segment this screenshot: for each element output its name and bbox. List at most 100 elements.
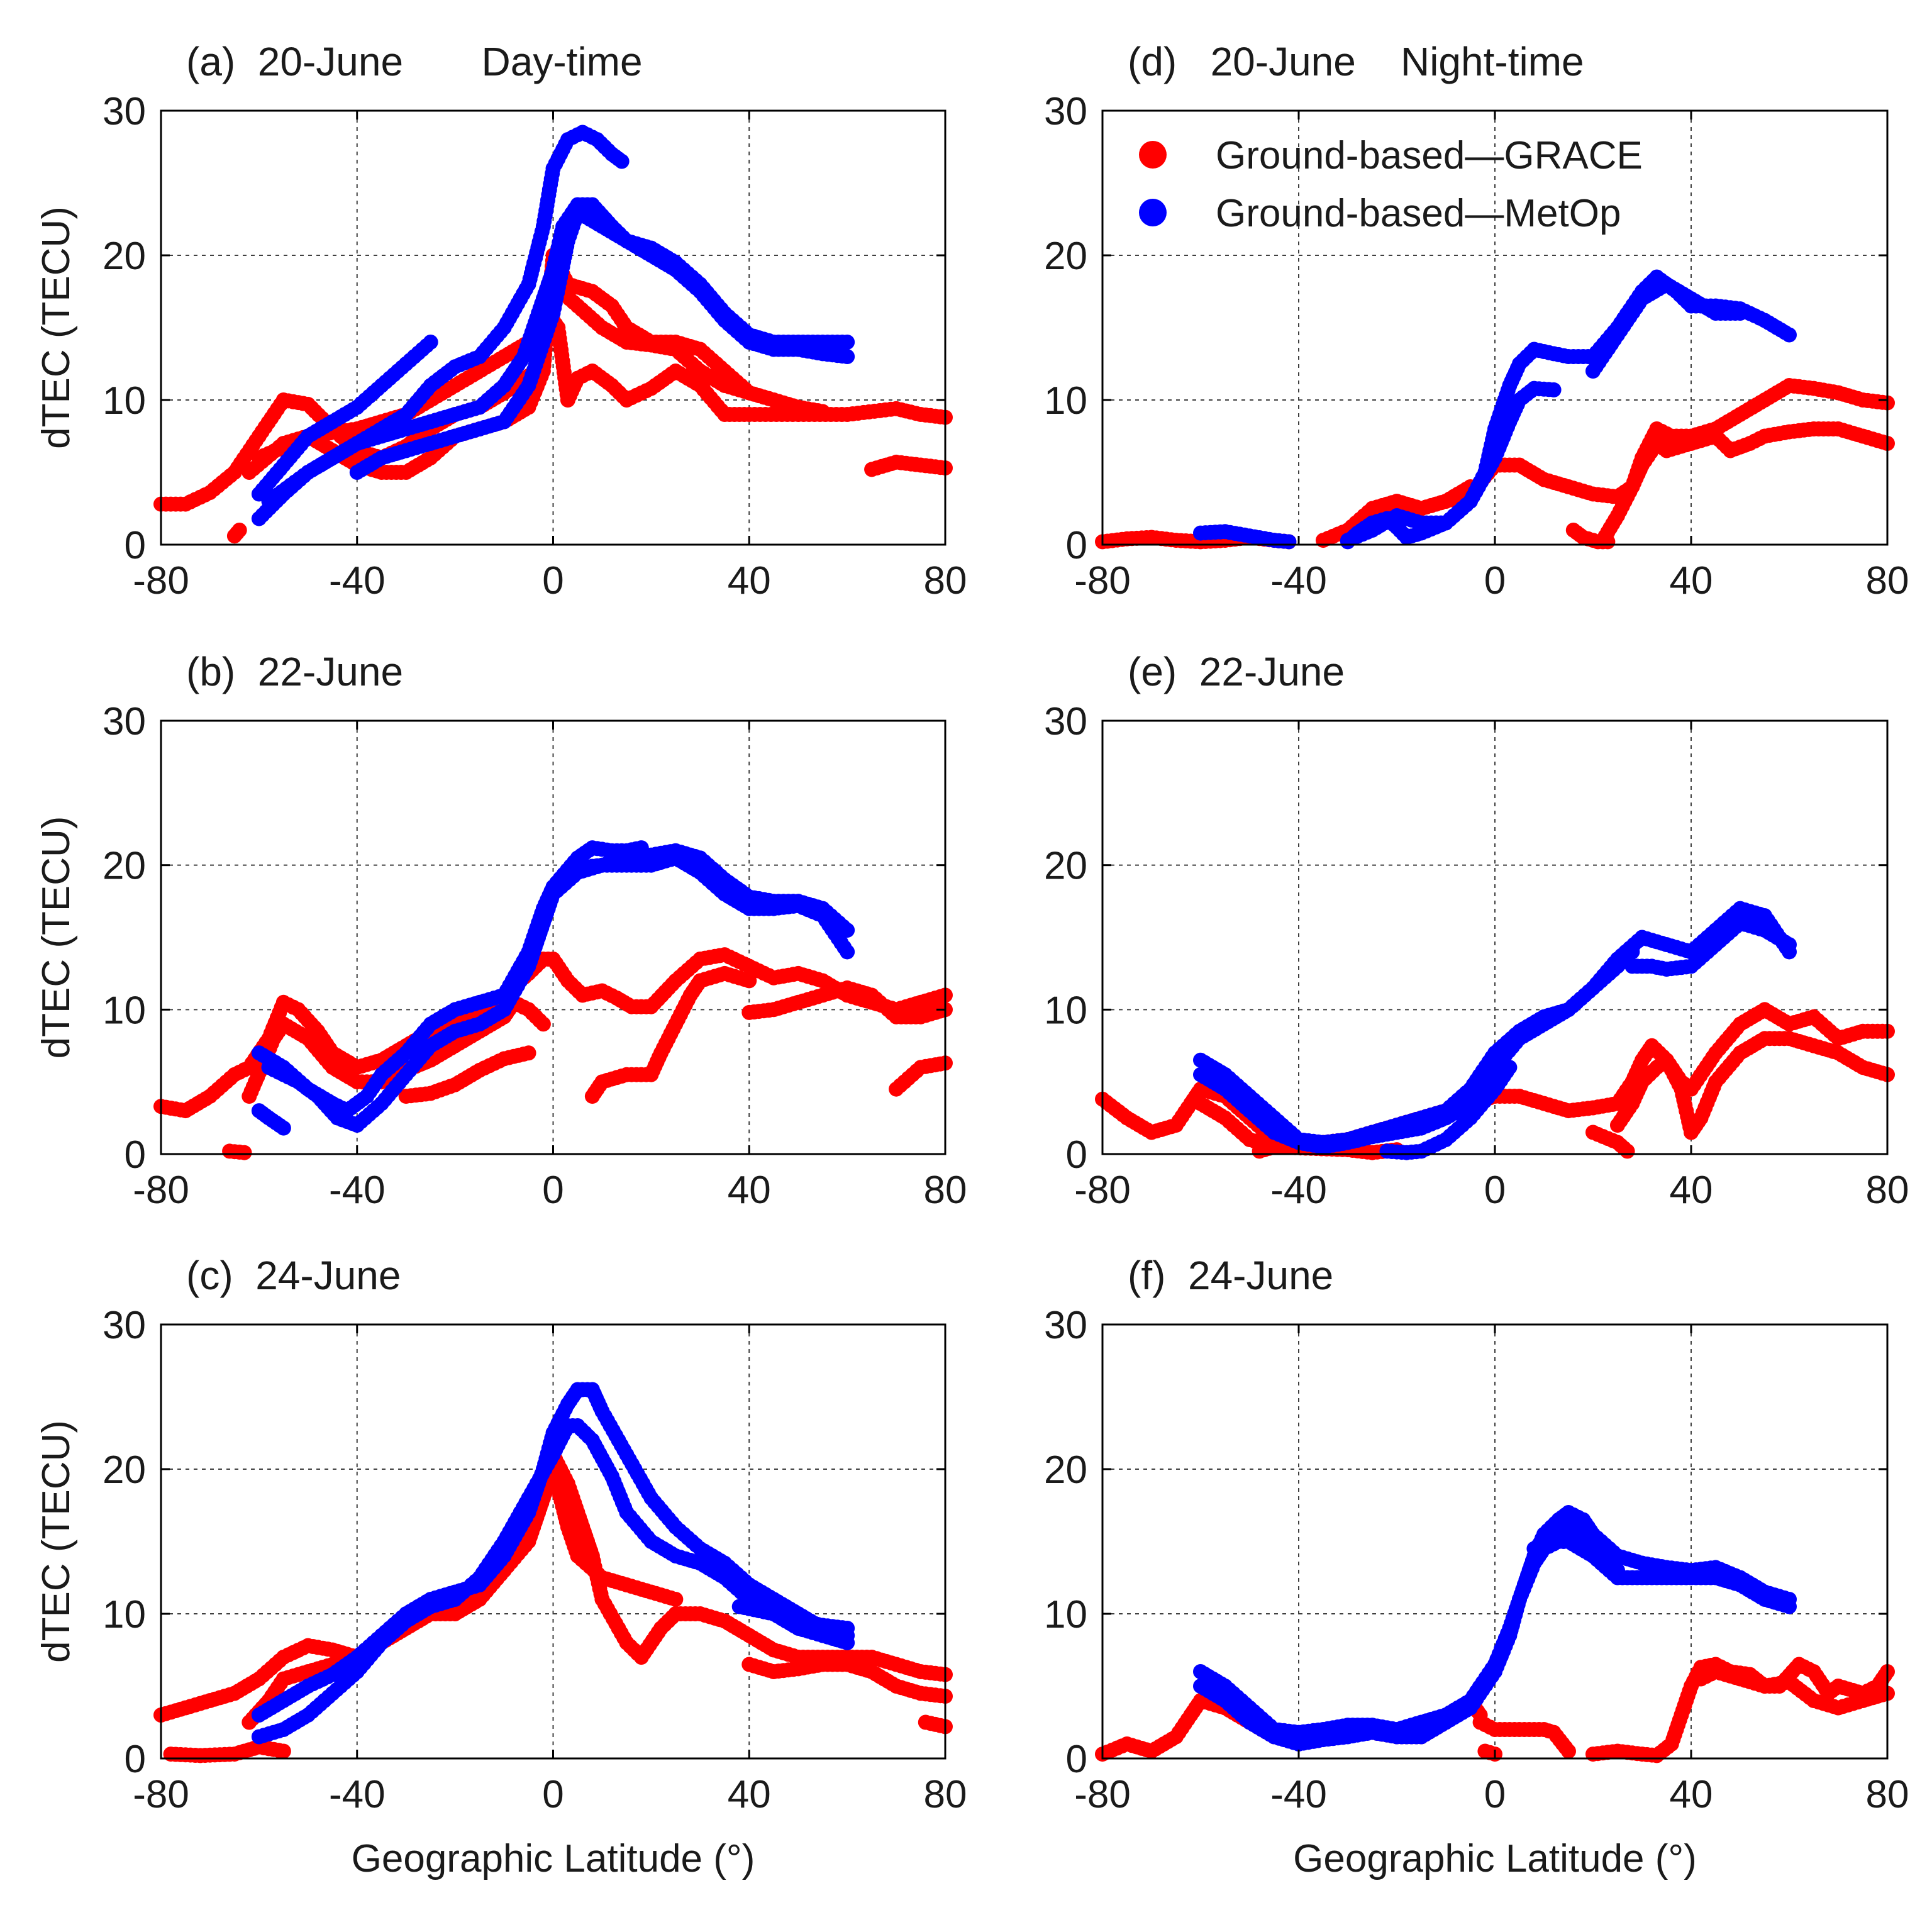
- data-point: [275, 1743, 291, 1759]
- panel-title: (e) 22-June: [1128, 649, 1345, 694]
- x-axis-label: Geographic Latitude (°): [1293, 1837, 1697, 1880]
- x-tick-label: 80: [1866, 559, 1909, 603]
- series-metop: [1193, 269, 1797, 550]
- y-tick-label: 0: [125, 524, 146, 567]
- panel-title: (d) 20-June Night-time: [1128, 39, 1584, 84]
- data-point: [614, 153, 630, 169]
- series-metop: [1193, 901, 1797, 1160]
- y-tick-label: 20: [1044, 845, 1087, 888]
- data-point: [1782, 936, 1797, 952]
- legend: Ground-based—GRACE Ground-based—MetOp: [1139, 134, 1643, 235]
- panel-e: -80 -40 0 40 80 0 10 20 30 (e) 22-June: [1044, 649, 1909, 1212]
- y-tick-label: 10: [1044, 989, 1087, 1032]
- legend-label: Ground-based—MetOp: [1216, 192, 1621, 235]
- series-metop: [251, 840, 855, 1136]
- y-axis-label: dTEC (TECU): [35, 206, 78, 449]
- x-tick-label: 80: [1866, 1773, 1909, 1816]
- panel-d: -80 -40 0 40 80 0 10 20 30 (d) 20-June Night-time: [1044, 39, 1909, 603]
- y-tick-label: 30: [103, 700, 146, 743]
- y-tick-label: 30: [1044, 1304, 1087, 1347]
- x-tick-label: 40: [1670, 1773, 1713, 1816]
- data-point: [275, 1120, 291, 1136]
- legend-marker: [1139, 199, 1167, 226]
- legend-marker: [1139, 141, 1167, 169]
- x-tick-label: 40: [728, 1773, 771, 1816]
- data-point: [535, 1016, 551, 1032]
- y-tick-label: 20: [103, 235, 146, 278]
- series-metop: [251, 125, 855, 526]
- x-tick-label: -40: [1270, 559, 1327, 603]
- x-tick-label: -80: [1074, 1169, 1131, 1212]
- x-tick-label: -40: [329, 559, 386, 603]
- data-point: [840, 1621, 855, 1636]
- y-tick-label: 30: [103, 1304, 146, 1347]
- x-tick-label: -80: [1074, 559, 1131, 603]
- data-points: [1095, 269, 1895, 550]
- panel-title: (f) 24-June: [1128, 1253, 1333, 1298]
- y-tick-label: 10: [103, 379, 146, 423]
- panel-title: (c) 24-June: [186, 1253, 401, 1298]
- x-tick-label: -40: [329, 1169, 386, 1212]
- x-tick-label: 40: [1670, 1169, 1713, 1212]
- y-tick-label: 20: [103, 845, 146, 888]
- data-point: [521, 1045, 536, 1061]
- panel-title: (b) 22-June: [186, 649, 403, 694]
- y-tick-label: 30: [1044, 700, 1087, 743]
- data-points: [153, 1382, 953, 1763]
- data-point: [423, 335, 438, 350]
- data-point: [1561, 1743, 1576, 1759]
- data-point: [815, 404, 831, 419]
- panel-a: -80 -40 0 40 80 0 10 20 30 (a) 20-June Day-time dT…: [35, 39, 967, 603]
- data-point: [840, 349, 855, 364]
- data-point: [1619, 1143, 1635, 1159]
- x-tick-label: -80: [133, 1773, 189, 1816]
- x-tick-label: -80: [133, 559, 189, 603]
- legend-label: Ground-based—GRACE: [1216, 134, 1643, 177]
- x-tick-label: -40: [1270, 1773, 1327, 1816]
- data-point: [1281, 534, 1297, 550]
- data-point: [840, 944, 855, 960]
- x-tick-label: 0: [1484, 1169, 1506, 1212]
- data-point: [840, 1635, 855, 1650]
- x-tick-label: 0: [542, 559, 564, 603]
- y-tick-label: 10: [103, 989, 146, 1032]
- x-tick-label: 40: [728, 1169, 771, 1212]
- data-point: [1782, 327, 1797, 343]
- panel-b: -80 -40 0 40 80 0 10 20 30 (b) 22-June dTEC (TECU): [35, 649, 967, 1212]
- x-tick-label: -40: [329, 1773, 386, 1816]
- data-points: [153, 840, 953, 1160]
- x-tick-label: 0: [542, 1169, 564, 1212]
- series-metop: [251, 1382, 855, 1745]
- data-point: [1624, 944, 1640, 960]
- series-metop: [1193, 1505, 1797, 1752]
- data-point: [1502, 1060, 1518, 1075]
- x-tick-label: -80: [1074, 1773, 1131, 1816]
- y-tick-label: 30: [103, 90, 146, 133]
- data-point: [1733, 306, 1748, 321]
- x-tick-label: 0: [1484, 559, 1506, 603]
- panel-title: (a) 20-June Day-time: [186, 39, 643, 84]
- data-point: [741, 973, 757, 989]
- panel-c: -80 -40 0 40 80 0 10 20 30 (c) 24-June dTEC (TECU)…: [35, 1253, 967, 1880]
- y-tick-label: 10: [103, 1593, 146, 1636]
- y-axis-label: dTEC (TECU): [35, 816, 78, 1059]
- y-tick-label: 10: [1044, 1593, 1087, 1636]
- data-point: [1782, 1599, 1797, 1614]
- y-tick-label: 20: [1044, 1448, 1087, 1492]
- x-tick-label: 80: [1866, 1169, 1909, 1212]
- y-tick-label: 30: [1044, 90, 1087, 133]
- x-tick-label: 40: [1670, 559, 1713, 603]
- data-point: [1610, 1563, 1625, 1578]
- data-point: [840, 335, 855, 350]
- data-points: [153, 125, 953, 544]
- y-tick-label: 10: [1044, 379, 1087, 423]
- data-points: [1095, 901, 1895, 1160]
- data-point: [766, 392, 782, 408]
- x-tick-label: -80: [133, 1169, 189, 1212]
- x-tick-label: 80: [924, 1169, 967, 1212]
- y-tick-label: 20: [1044, 235, 1087, 278]
- y-tick-label: 0: [1066, 1133, 1087, 1177]
- x-tick-label: 40: [728, 559, 771, 603]
- y-tick-label: 0: [1066, 1738, 1087, 1781]
